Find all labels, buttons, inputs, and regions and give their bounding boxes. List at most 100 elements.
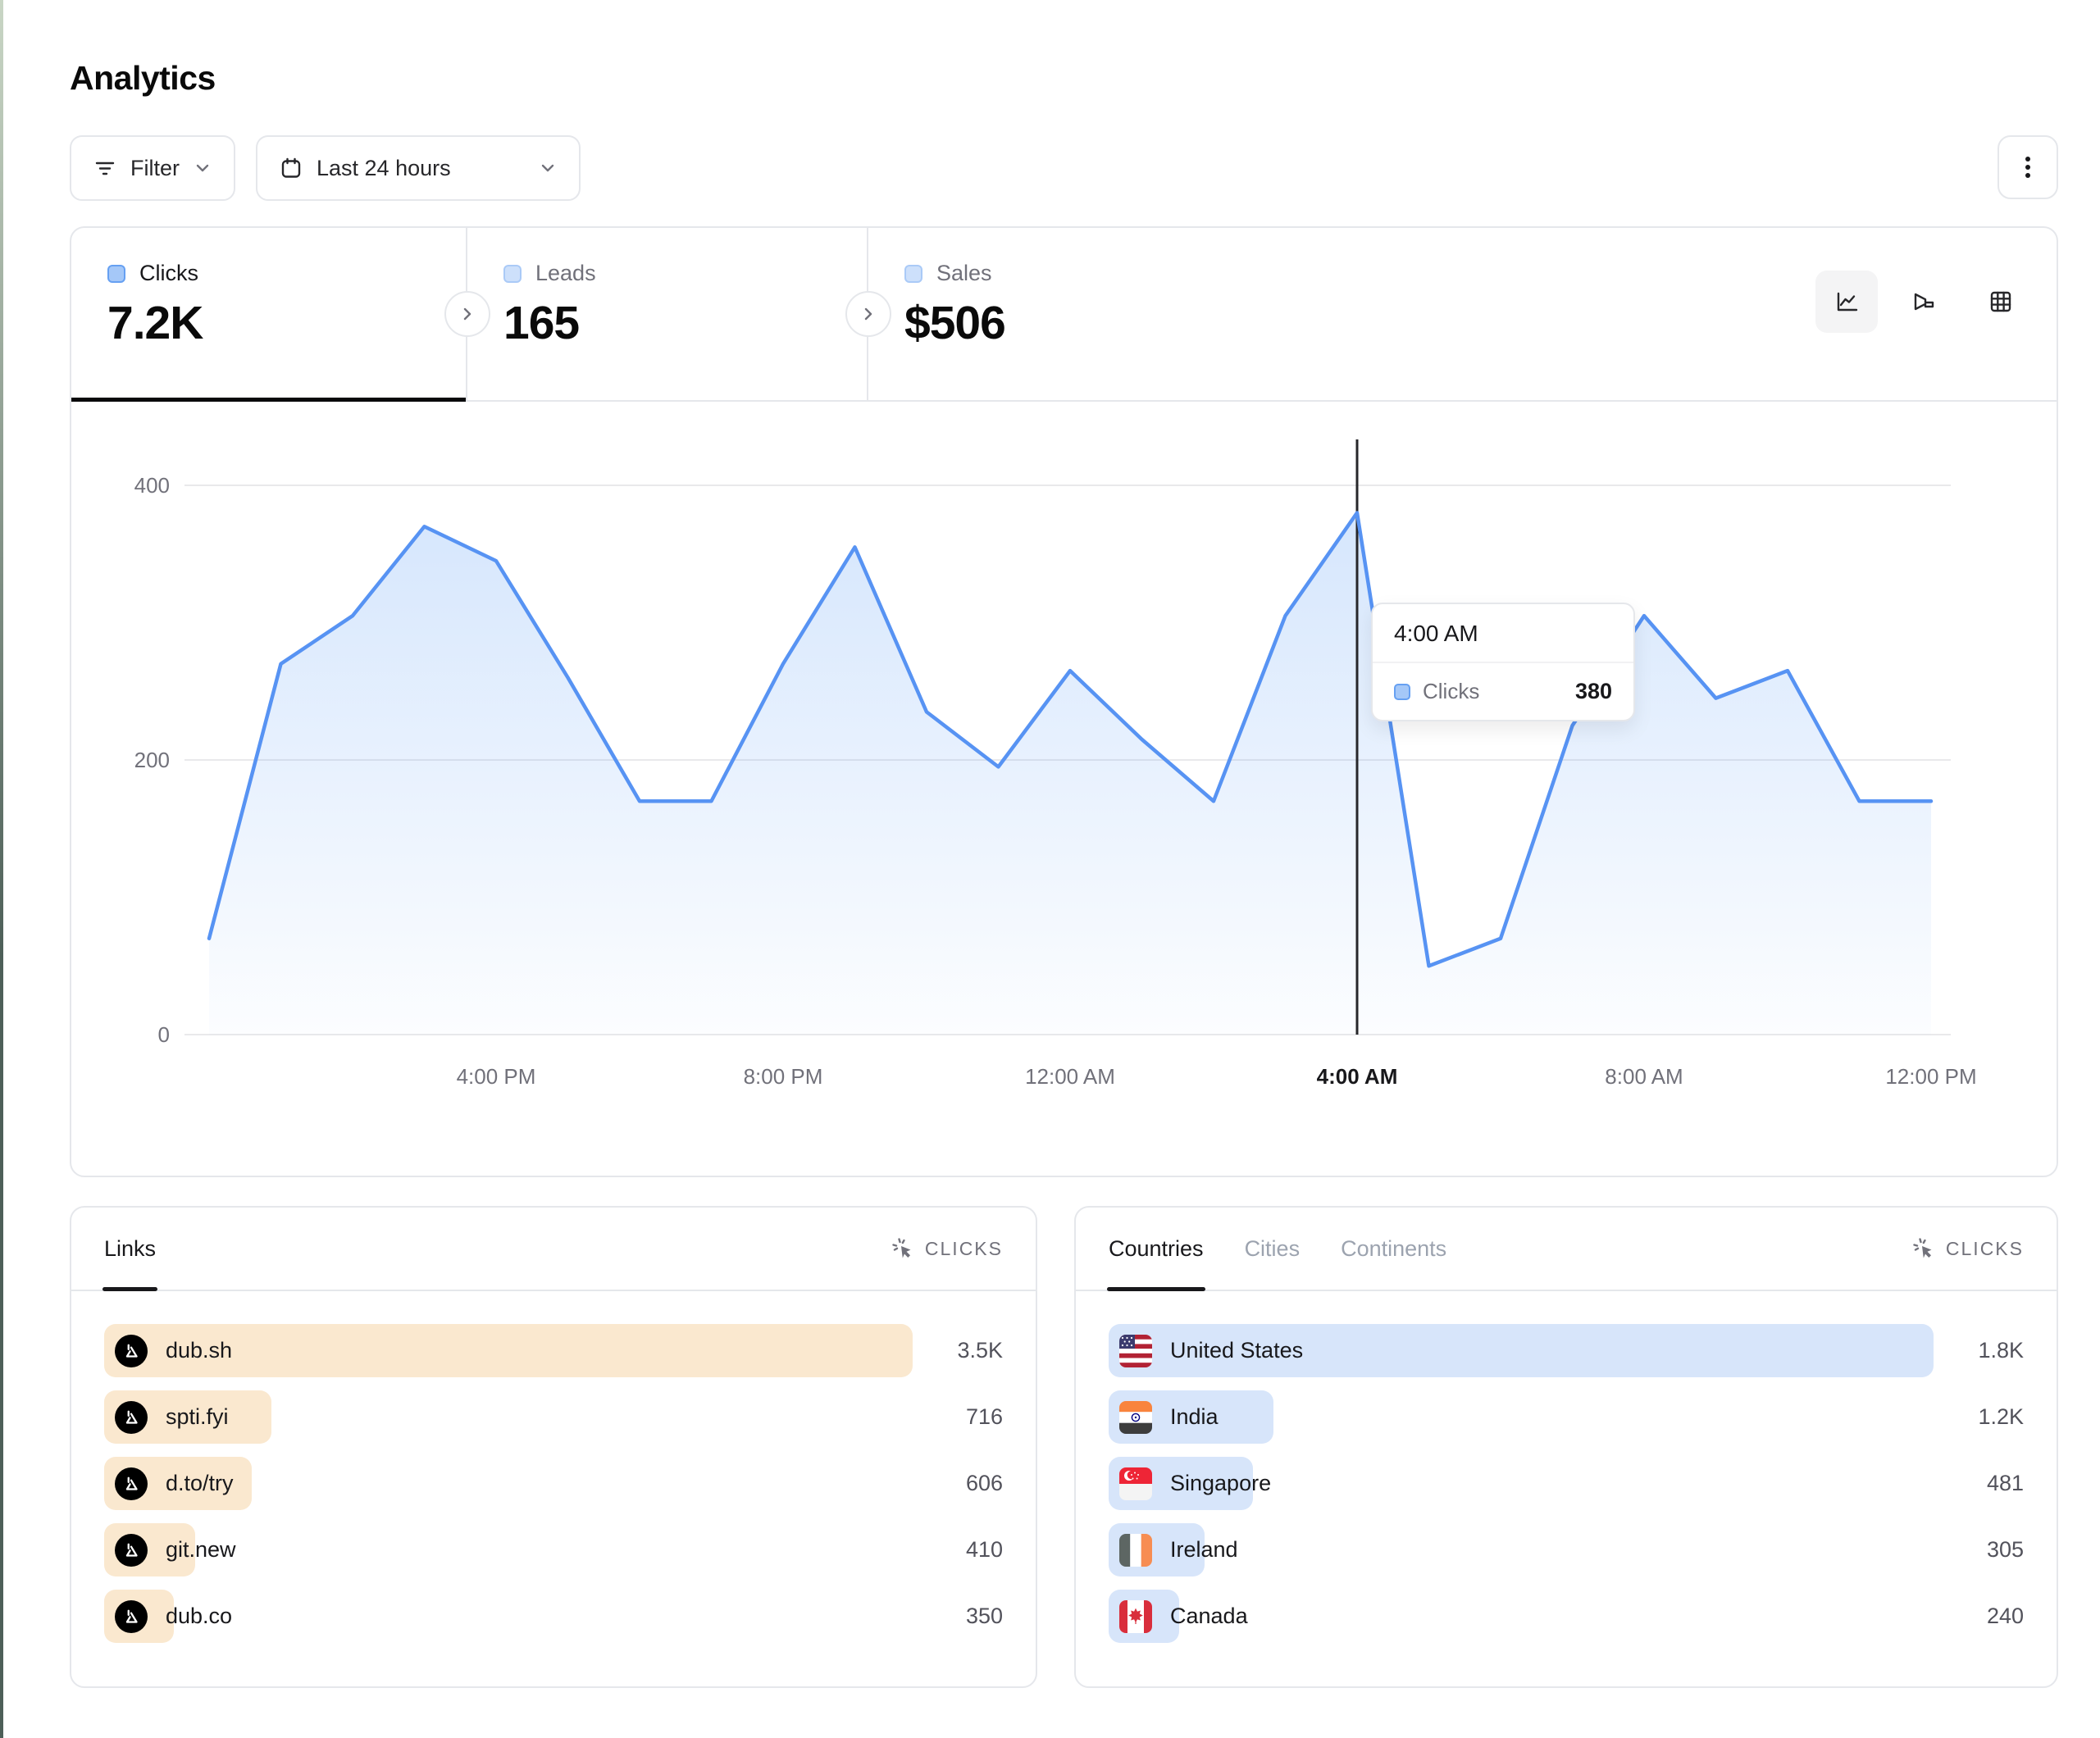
stat-tab-leads[interactable]: Leads 165 — [467, 228, 867, 400]
svg-text:4:00 PM: 4:00 PM — [457, 1064, 536, 1089]
stat-tab-clicks[interactable]: Clicks 7.2K — [71, 228, 466, 402]
dub-logo-icon — [115, 1334, 148, 1367]
tooltip-time: 4:00 AM — [1373, 604, 1633, 663]
chart-view-switcher — [1815, 271, 2032, 333]
stat-tab-sales[interactable]: Sales $506 — [868, 228, 2057, 400]
country-label: Singapore — [1170, 1471, 1272, 1495]
filter-toolbar: Filter Last 24 hours — [70, 135, 2058, 201]
link-clicks: 606 — [965, 1471, 1003, 1495]
svg-text:4:00 AM: 4:00 AM — [1317, 1064, 1398, 1089]
links-panel-header: Links CLICKS — [71, 1208, 1036, 1291]
list-item[interactable]: spti.fyi 716 — [104, 1390, 1003, 1444]
links-list: dub.sh 3.5K spti.fyi 716 — [71, 1291, 1036, 1643]
tab-cities[interactable]: Cities — [1244, 1235, 1301, 1261]
metric-selector[interactable]: CLICKS — [1911, 1236, 2024, 1261]
list-item[interactable]: d.to/try 606 — [104, 1457, 1003, 1510]
stat-tab-divider — [845, 228, 891, 400]
tooltip-legend-swatch — [1394, 683, 1410, 700]
sales-legend-swatch — [904, 264, 922, 283]
table-grid-icon — [1986, 287, 2016, 316]
tooltip-series-label: Clicks — [1423, 679, 1480, 703]
bar — [104, 1324, 913, 1377]
calendar-icon — [279, 156, 303, 180]
filter-button[interactable]: Filter — [70, 135, 235, 201]
list-item[interactable]: dub.sh 3.5K — [104, 1324, 1003, 1377]
filter-lines-icon — [93, 156, 117, 180]
country-label: India — [1170, 1404, 1219, 1429]
geo-panel-header: Countries Cities Continents CLICKS — [1076, 1208, 2057, 1291]
bar — [1109, 1324, 1934, 1377]
link-clicks: 716 — [965, 1404, 1003, 1429]
funnel-view-button[interactable] — [1893, 271, 1955, 333]
more-options-button[interactable] — [1998, 135, 2058, 199]
flag-singapore-icon — [1119, 1467, 1152, 1500]
cursor-click-icon — [1911, 1236, 1936, 1261]
country-clicks: 240 — [1986, 1604, 2024, 1628]
sales-value: $506 — [904, 297, 1006, 349]
metric-selector[interactable]: CLICKS — [891, 1236, 1003, 1261]
filter-button-label: Filter — [130, 155, 180, 180]
list-item[interactable]: United States 1.8K — [1109, 1324, 2024, 1377]
page-edge-strip — [0, 0, 3, 1738]
stat-label: Sales — [936, 261, 992, 285]
country-clicks: 1.8K — [1978, 1338, 2024, 1363]
dub-logo-icon — [115, 1599, 148, 1633]
list-item[interactable]: Canada 240 — [1109, 1590, 2024, 1643]
country-label: United States — [1170, 1338, 1304, 1363]
flag-canada-icon — [1119, 1599, 1152, 1633]
dub-logo-icon — [115, 1400, 148, 1434]
country-label: Canada — [1170, 1604, 1248, 1628]
stat-label: Leads — [535, 261, 596, 285]
svg-text:8:00 PM: 8:00 PM — [744, 1064, 823, 1089]
link-clicks: 410 — [965, 1537, 1003, 1562]
chart-tooltip: 4:00 AM Clicks 380 — [1371, 603, 1635, 721]
country-label: Ireland — [1170, 1537, 1238, 1562]
svg-text:12:00 AM: 12:00 AM — [1025, 1064, 1115, 1089]
link-clicks: 350 — [965, 1604, 1003, 1628]
links-panel: Links CLICKS dub.sh — [70, 1206, 1037, 1688]
tab-continents[interactable]: Continents — [1341, 1235, 1447, 1261]
link-label: dub.co — [166, 1604, 233, 1628]
page-title: Analytics — [70, 59, 216, 97]
flag-ireland-icon — [1119, 1533, 1152, 1567]
country-clicks: 305 — [1986, 1537, 2024, 1562]
line-chart-view-button[interactable] — [1815, 271, 1878, 333]
link-label: git.new — [166, 1537, 236, 1562]
clicks-value: 7.2K — [107, 297, 203, 349]
metric-label: CLICKS — [924, 1237, 1003, 1259]
link-label: spti.fyi — [166, 1404, 229, 1429]
list-item[interactable]: Singapore 481 — [1109, 1457, 2024, 1510]
tab-links[interactable]: Links — [102, 1208, 158, 1291]
tooltip-value: 380 — [1574, 679, 1612, 703]
svg-text:12:00 PM: 12:00 PM — [1885, 1064, 1976, 1089]
kebab-menu-icon — [2016, 153, 2040, 181]
svg-text:0: 0 — [158, 1022, 170, 1047]
country-clicks: 1.2K — [1978, 1404, 2024, 1429]
clicks-time-series-chart[interactable]: 0 200 400 4:00 PM 8:00 PM 12:00 AM 4:00 AM 8:00… — [71, 402, 2057, 1177]
clicks-legend-swatch — [107, 264, 125, 283]
analytics-card: Clicks 7.2K Leads 165 — [70, 226, 2058, 1177]
funnel-icon — [1909, 287, 1938, 316]
stat-tabs-strip: Clicks 7.2K Leads 165 — [71, 228, 2057, 402]
geo-panel: Countries Cities Continents CLICKS — [1074, 1206, 2058, 1688]
svg-text:8:00 AM: 8:00 AM — [1605, 1064, 1683, 1089]
stat-tab-divider — [444, 228, 490, 400]
svg-text:400: 400 — [134, 473, 170, 498]
cursor-click-icon — [891, 1236, 915, 1261]
list-item[interactable]: git.new 410 — [104, 1523, 1003, 1576]
clicks-area-chart-plot[interactable]: 0 200 400 4:00 PM 8:00 PM 12:00 AM 4:00 AM 8:00… — [71, 402, 2057, 1177]
expand-stats-button[interactable] — [444, 291, 490, 337]
table-view-button[interactable] — [1970, 271, 2032, 333]
tab-countries[interactable]: Countries — [1107, 1208, 1205, 1291]
date-range-button[interactable]: Last 24 hours — [256, 135, 581, 201]
dub-logo-icon — [115, 1467, 148, 1500]
date-range-label: Last 24 hours — [317, 155, 451, 180]
dub-logo-icon — [115, 1533, 148, 1567]
list-item[interactable]: dub.co 350 — [104, 1590, 1003, 1643]
country-clicks: 481 — [1986, 1471, 2024, 1495]
list-item[interactable]: India 1.2K — [1109, 1390, 2024, 1444]
link-label: d.to/try — [166, 1471, 234, 1495]
expand-stats-button[interactable] — [845, 291, 891, 337]
stat-label: Clicks — [139, 261, 198, 285]
list-item[interactable]: Ireland 305 — [1109, 1523, 2024, 1576]
